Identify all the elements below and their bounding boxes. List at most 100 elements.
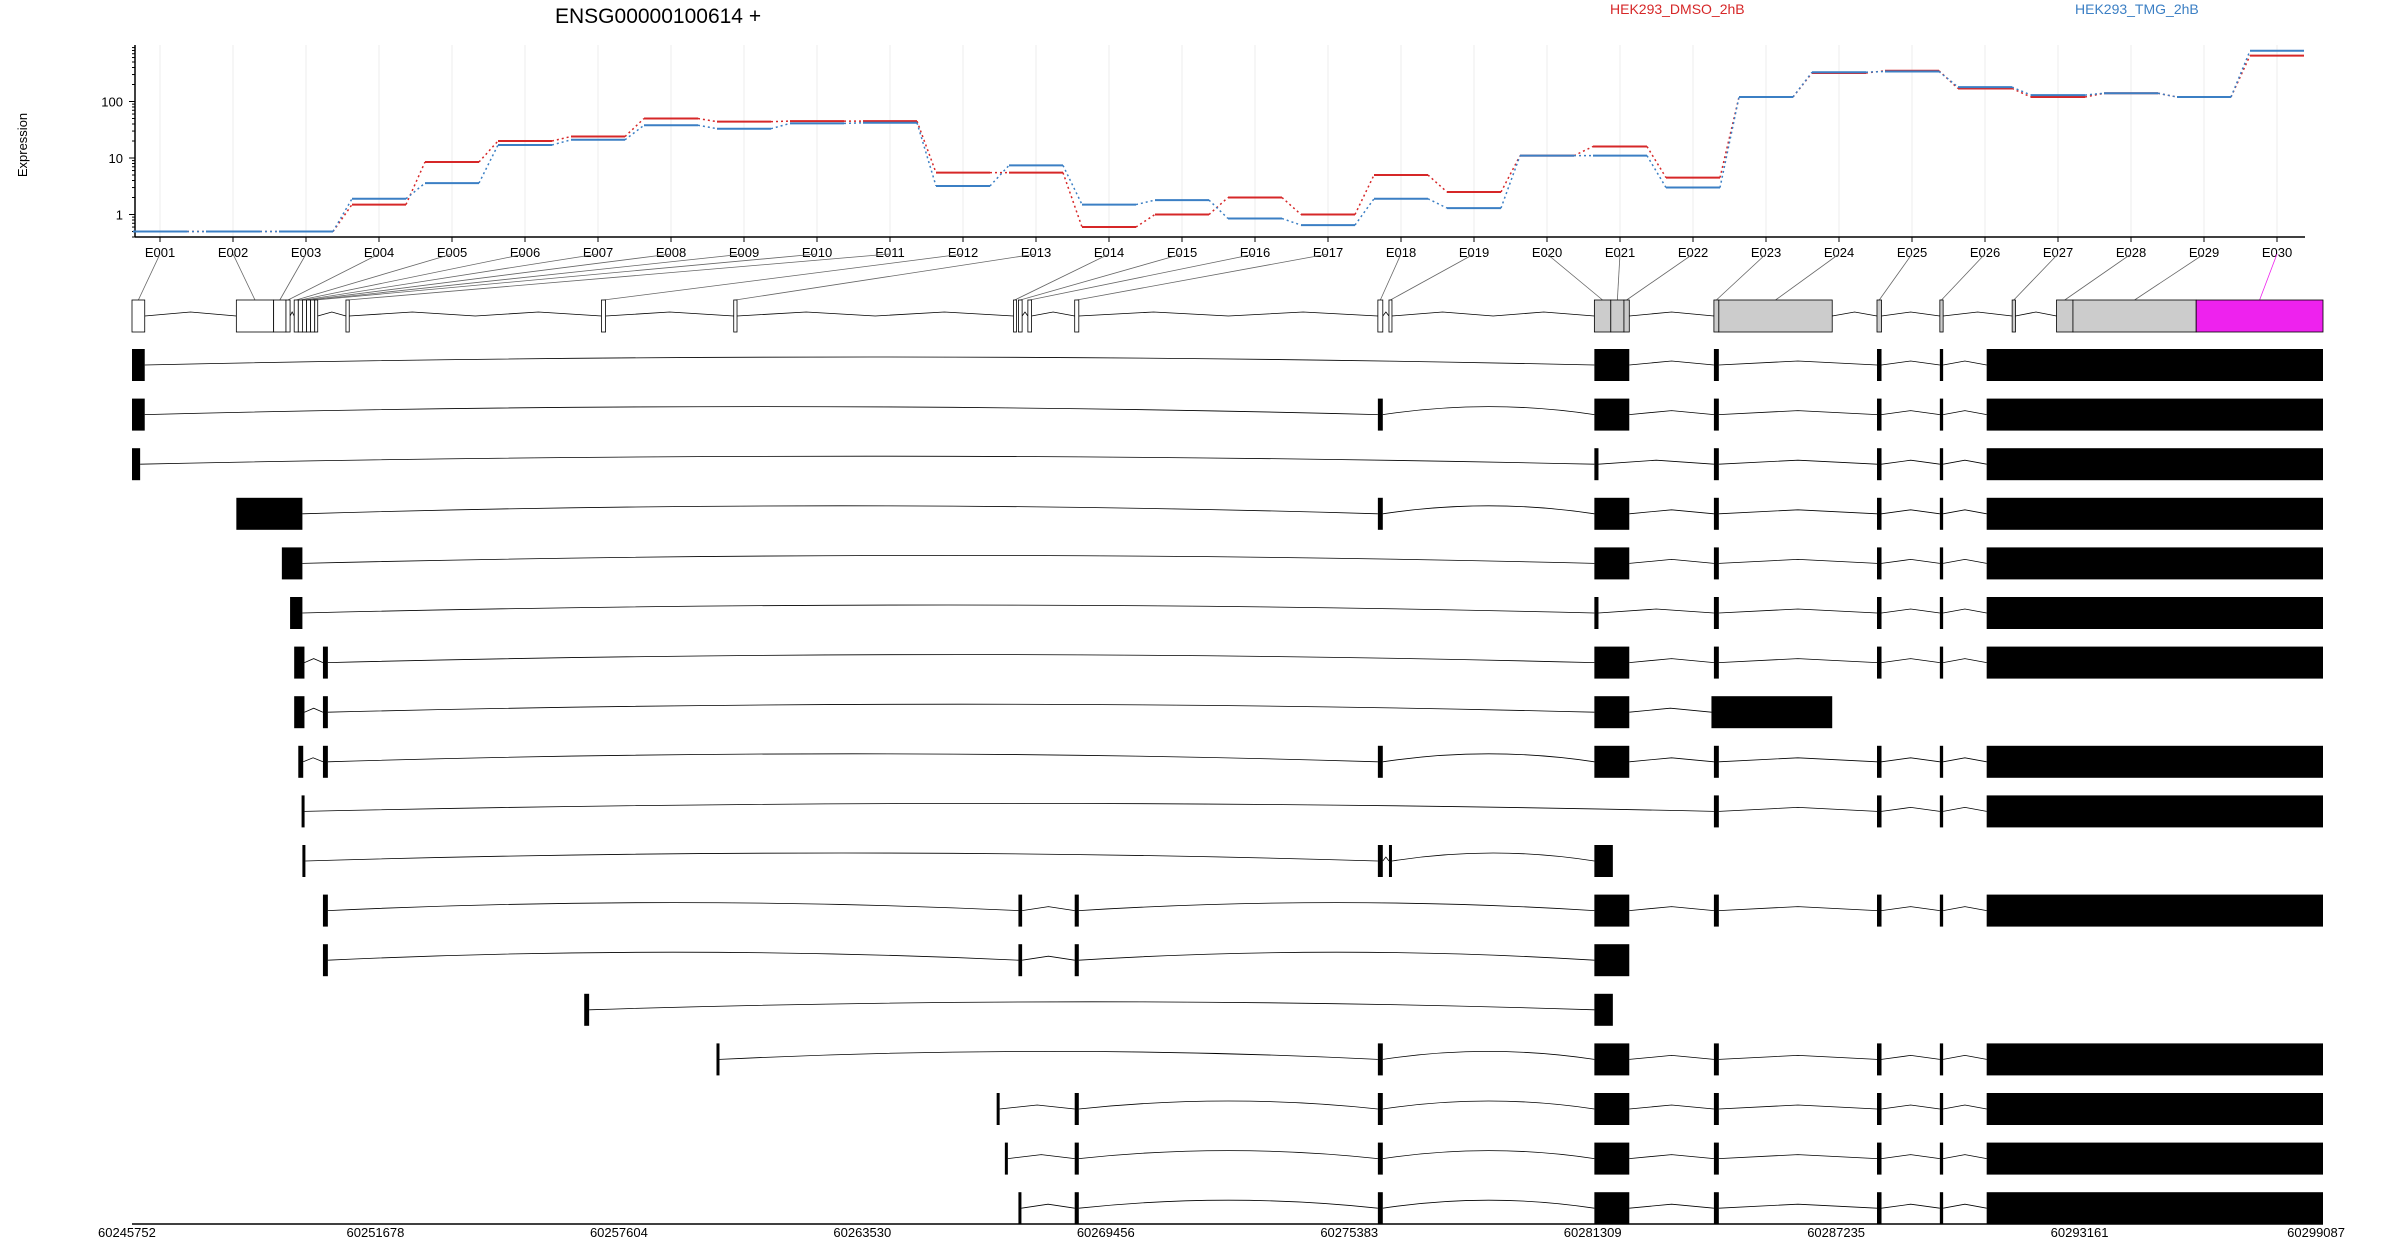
exon-bin [1713,299,1720,333]
transcript-track [301,795,2323,828]
mapping-line [1775,253,1840,301]
transcript-exon [1074,1142,1079,1175]
exon-bin [1876,299,1882,333]
intron-line [999,1104,1075,1110]
transcript-exon [1594,646,1630,679]
transcript-exon [1986,894,2323,927]
intron-line [1629,410,1714,415]
exon-tick-label: E009 [729,245,759,260]
exon-tick-label: E020 [1532,245,1562,260]
transcript-exon [1876,597,1882,629]
transcript-track [236,497,2323,530]
exon-tick-label: E016 [1240,245,1270,260]
intron-line [302,604,1595,614]
series-connector [405,161,426,205]
exon-tick-label: E018 [1386,245,1416,260]
transcript-exon [1713,1142,1719,1175]
transcript-exon [1986,795,2323,828]
transcript-exon [1377,497,1383,530]
intron-line [719,1051,1378,1060]
intron-line [1629,757,1714,763]
transcript-exon [1074,944,1079,977]
exon-tick-label: E012 [948,245,978,260]
intron-line [303,757,324,763]
exon-tick-label: E001 [145,245,175,260]
intron-line [1078,951,1595,961]
intron-line [1382,311,1390,317]
exon-bin [1074,299,1080,333]
exon-bin [1610,299,1625,333]
series-connector [1208,196,1229,216]
transcript-exon [584,993,590,1026]
transcript-exon [1876,795,1882,828]
mapping-line [232,253,256,301]
transcript-exon [1711,696,1833,729]
intron-line [1881,558,1940,564]
transcript-exon [1986,745,2323,778]
intron-line [1598,459,1714,465]
series-connector [1792,71,1813,98]
transcript-exon [322,745,328,778]
series-connector [1938,70,1959,90]
series-connector [405,182,426,200]
exon-bin [235,299,275,333]
y-tick-label: 1 [116,208,123,223]
exon-tick-label: E010 [802,245,832,260]
transcript-exon [1939,745,1944,778]
exon-tick-label: E017 [1313,245,1343,260]
transcript-track [322,894,2323,927]
transcript-exon [1939,398,1944,431]
transcript-exon [322,894,328,927]
transcript-exon [1594,1192,1630,1225]
transcript-exon [1004,1142,1008,1175]
coordinate-label: 60293161 [2051,1225,2109,1239]
mapping-line [308,253,672,301]
genomic-coordinate-axis: 60245752 60251678 60257604 60263530 60269456… [98,1223,2345,1239]
series-connector [624,117,645,138]
transcript-exon [294,696,305,729]
transcript-exon [1986,1043,2323,1076]
transcript-exon [1713,1043,1719,1076]
mapping-line [1076,253,1329,301]
transcript-exon [1377,1192,1383,1225]
highlighted-exon-bin [2195,299,2324,333]
series-connector [551,135,572,142]
mapping-line [2064,253,2132,301]
intron-line [1881,311,1940,317]
exon-bin [273,299,287,333]
exon-tick-label: E013 [1021,245,1051,260]
series-connector [1427,198,1448,209]
transcript-track [302,845,1613,877]
exon-bin [1377,299,1384,333]
transcript-track [716,1043,2323,1076]
exon-bin [297,299,303,333]
transcript-exon [1377,1043,1383,1076]
intron-line [144,311,237,317]
transcript-exon [1377,1142,1383,1175]
intron-line [1629,658,1714,663]
transcript-exon [1074,1192,1079,1225]
exon-mapping-lines [138,253,2278,301]
transcript-track [294,696,1833,729]
intron-line [304,707,324,713]
mapping-line [138,253,161,301]
transcript-exon [302,845,306,877]
transcript-exon [1939,597,1944,629]
intron-line [1718,1104,1878,1110]
series-connector [1354,174,1375,215]
mapping-line [315,253,818,301]
transcript-track [294,646,2323,679]
transcript-exon [1986,1093,2323,1125]
transcript-exon [294,646,305,679]
intron-line [1629,509,1714,515]
series-connector [1135,213,1156,228]
series-connector [551,139,572,146]
exon-bin [2072,299,2197,333]
transcript-exon [301,795,305,828]
transcript-track [322,944,1630,977]
intron-line [305,852,1378,862]
intron-line [1629,311,1714,317]
intron-line [1629,360,1714,366]
exon-bin [310,299,316,333]
series-connector [916,120,937,173]
